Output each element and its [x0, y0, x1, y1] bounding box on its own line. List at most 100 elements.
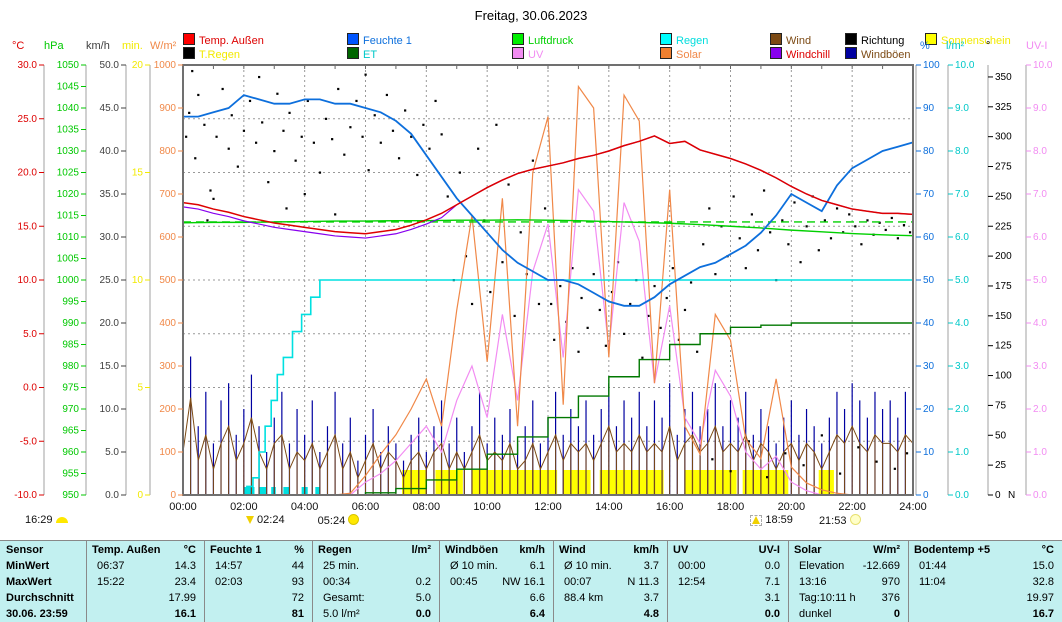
svg-text:°: ° [986, 40, 990, 52]
table-value: 0.2 [415, 576, 431, 588]
legend-swatch-icon [512, 47, 524, 59]
svg-text:02:00: 02:00 [230, 501, 258, 513]
svg-text:1010: 1010 [57, 232, 80, 243]
svg-text:800: 800 [159, 146, 176, 157]
table-value: 376 [881, 592, 900, 604]
table-header-unit: °C [1041, 544, 1054, 556]
table-value-label: 06:37 [97, 560, 125, 572]
table-value-label: Ø 10 min. [450, 560, 498, 572]
table-value-label: 5.0 l/m² [323, 608, 360, 620]
table-value: 3.7 [643, 560, 659, 572]
event-marker-05-24: 05:24 [318, 514, 360, 527]
svg-text:25: 25 [995, 460, 1007, 471]
svg-text:00:00: 00:00 [169, 501, 197, 513]
svg-text:30: 30 [923, 361, 935, 372]
svg-text:16:00: 16:00 [656, 501, 684, 513]
rain-period-block [243, 487, 255, 494]
svg-text:1000: 1000 [57, 275, 80, 286]
svg-text:7.0: 7.0 [955, 189, 969, 200]
axis-°: °350325300275250225200175150125100755025… [986, 40, 1015, 501]
legend-label: Feuchte 1 [363, 35, 412, 47]
svg-text:30.0: 30.0 [100, 232, 120, 243]
svg-text:3.0: 3.0 [1033, 361, 1047, 372]
table-value: 93 [291, 576, 304, 588]
svg-text:955: 955 [62, 469, 79, 480]
svg-text:10: 10 [132, 275, 144, 286]
legend-swatch-icon [347, 33, 359, 45]
table-header-unit: km/h [633, 544, 659, 556]
svg-text:10.0: 10.0 [1033, 60, 1053, 71]
svg-text:325: 325 [995, 102, 1012, 113]
svg-text:8.0: 8.0 [1033, 146, 1047, 157]
table-value-label: 02:03 [215, 576, 243, 588]
table-header: Windböen [445, 544, 499, 556]
svg-text:18:00: 18:00 [717, 501, 745, 513]
svg-text:10:00: 10:00 [473, 501, 501, 513]
table-header-unit: km/h [519, 544, 545, 556]
svg-text:N: N [1008, 490, 1015, 501]
table-value-label: 14:57 [215, 560, 243, 572]
svg-text:4.0: 4.0 [955, 318, 969, 329]
svg-text:20:00: 20:00 [778, 501, 806, 513]
table-value: 4.8 [643, 608, 659, 620]
svg-text:l/m²: l/m² [946, 40, 965, 52]
svg-text:12:00: 12:00 [534, 501, 562, 513]
legend-item-windchill: Windchill [770, 47, 830, 61]
moon-marker-16-29: 16:29 [25, 514, 68, 526]
legend-label: ET [363, 49, 378, 61]
table-value: 16.1 [174, 608, 196, 620]
table-value: -12.669 [862, 560, 900, 572]
table-column-separator [908, 541, 1062, 622]
svg-text:min.: min. [122, 40, 143, 52]
svg-text:45.0: 45.0 [100, 103, 120, 114]
axis-°C: °C 30.0 25.0 20.0 15.0 10.0 5.0 0.0 -5.0 -10.0 [12, 40, 45, 501]
svg-text:10.0: 10.0 [955, 60, 975, 71]
table-value-label: 13:16 [799, 576, 827, 588]
svg-text:50: 50 [995, 430, 1007, 441]
table-value-label: 00:07 [564, 576, 592, 588]
svg-text:km/h: km/h [86, 40, 110, 52]
table-column-separator [312, 541, 440, 622]
svg-text:1015: 1015 [57, 211, 80, 222]
legend-label: Luftdruck [528, 35, 574, 47]
svg-text:15.0: 15.0 [18, 221, 38, 232]
legend-label: Richtung [861, 35, 905, 47]
svg-text:975: 975 [62, 383, 79, 394]
table-row-label: MaxWert [6, 576, 52, 588]
svg-text:125: 125 [995, 341, 1012, 352]
page-title: Freitag, 30.06.2023 [474, 8, 588, 23]
svg-text:960: 960 [62, 447, 79, 458]
legend-item-t-regen: T.Regen [183, 47, 240, 61]
legend-swatch-icon [183, 33, 195, 45]
svg-text:700: 700 [159, 189, 176, 200]
svg-text:20: 20 [132, 60, 144, 71]
svg-text:35.0: 35.0 [100, 189, 120, 200]
sunshine-block [402, 470, 427, 494]
table-header: Wind [559, 544, 586, 556]
svg-text:40.0: 40.0 [100, 146, 120, 157]
svg-text:1035: 1035 [57, 125, 80, 136]
legend-item-uv: UV [512, 47, 544, 61]
svg-text:970: 970 [62, 404, 79, 415]
svg-text:250: 250 [995, 191, 1012, 202]
table-value: 32.8 [1032, 576, 1054, 588]
table-value: 5.0 [415, 592, 431, 604]
moonrise-box [750, 515, 763, 526]
table-column-separator [553, 541, 668, 622]
svg-text:1005: 1005 [57, 254, 80, 265]
legend-item-luftdruck: Luftdruck [512, 33, 574, 47]
axis-kmh: km/h 50.0 45.0 40.0 35.0 30.0 25.0 20.0 15.0 10.0… [86, 40, 127, 501]
table-value: 15.0 [1032, 560, 1054, 572]
table-value-label: Gesamt: [323, 592, 365, 604]
svg-text:8.0: 8.0 [955, 146, 969, 157]
svg-text:1030: 1030 [57, 146, 80, 157]
table-value-label: Elevation [799, 560, 845, 572]
svg-text:985: 985 [62, 340, 79, 351]
legend-label: Sonnenschein [941, 35, 1011, 47]
svg-text:0.0: 0.0 [1033, 490, 1047, 501]
svg-text:hPa: hPa [44, 40, 64, 52]
legend-label: UV [528, 49, 544, 61]
legend-swatch-icon [845, 33, 857, 45]
table-value: 0 [893, 608, 900, 620]
